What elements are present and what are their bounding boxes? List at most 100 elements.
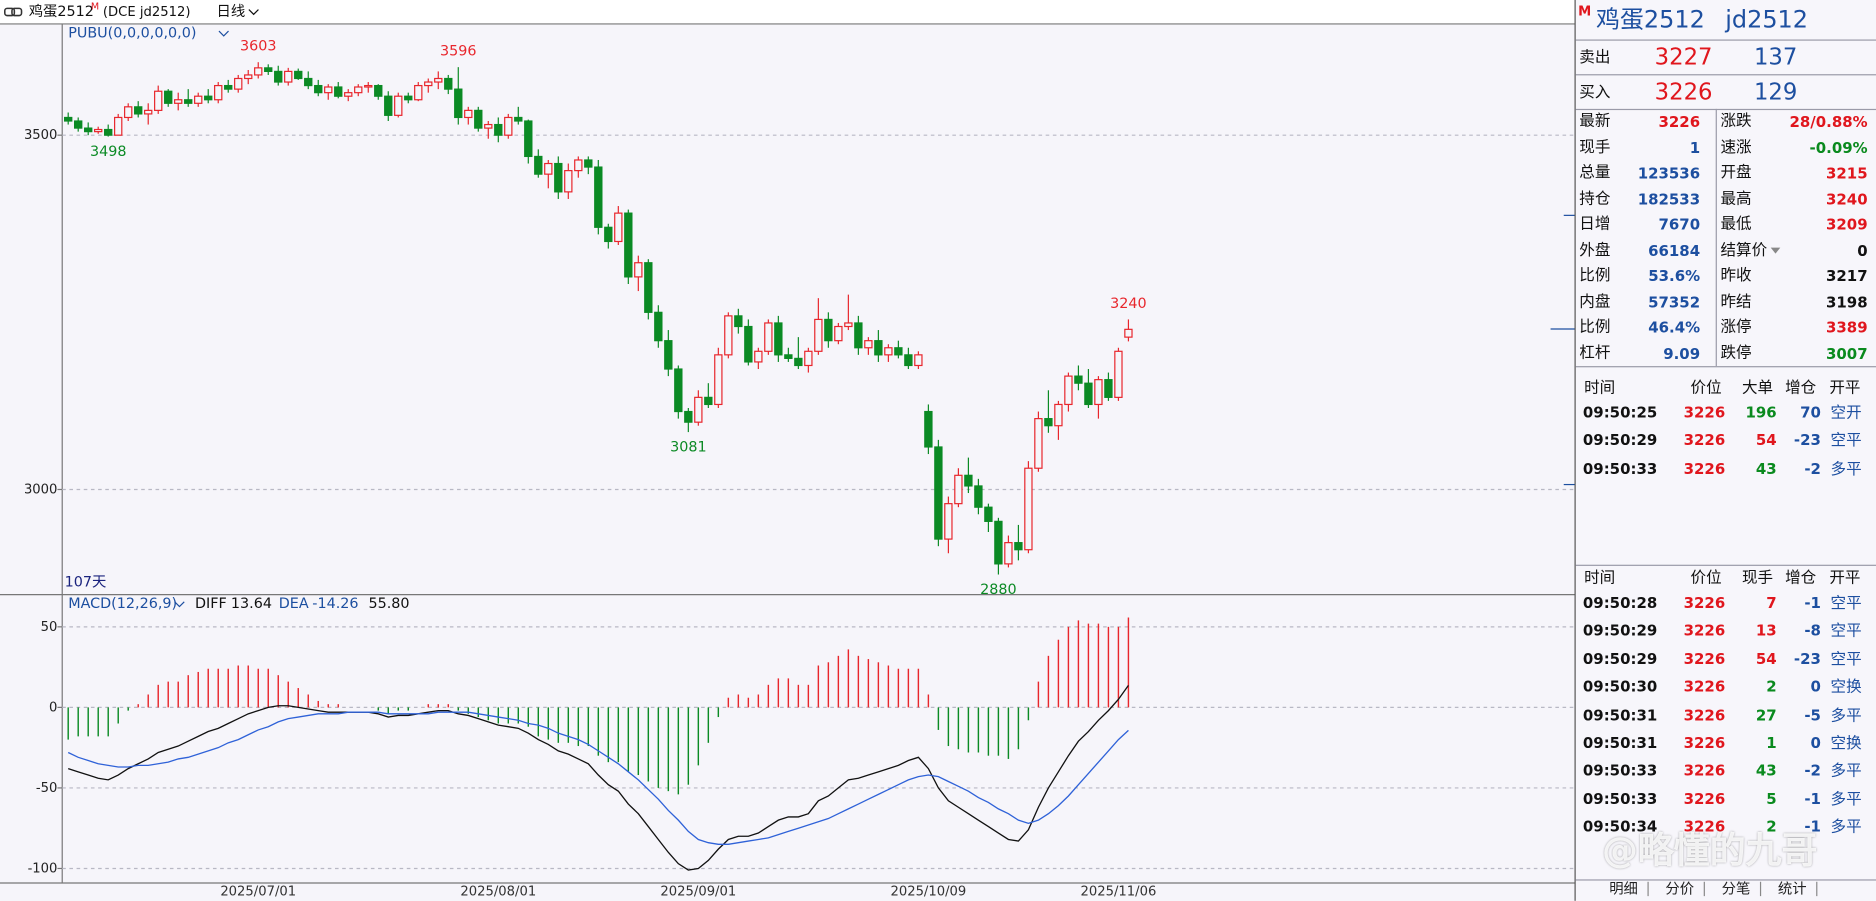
quote-label: 速涨: [1720, 138, 1752, 157]
macd-line: [67, 685, 1129, 871]
quote-label: 昨结: [1720, 292, 1752, 311]
trade-time: 09:50:30: [1582, 677, 1658, 696]
candle-body: [1064, 375, 1073, 406]
instrument-name: 鸡蛋2512: [1596, 4, 1705, 34]
macd-line: [67, 711, 1129, 845]
quote-label: 外盘: [1579, 241, 1611, 260]
candle-body: [874, 340, 883, 356]
quote-label: 总量: [1579, 163, 1611, 182]
quote-label: 最低: [1720, 215, 1752, 234]
candle-body: [104, 128, 113, 136]
candle-body: [924, 410, 933, 448]
candle-body: [404, 95, 413, 101]
flag: M: [91, 2, 99, 13]
candle-body: [84, 127, 93, 133]
tab[interactable]: 分价: [1656, 881, 1705, 897]
trade-type: 多平: [1830, 818, 1862, 837]
candle-body: [744, 325, 753, 363]
trade-time: 09:50:29: [1582, 621, 1658, 640]
candle-body: [974, 485, 983, 508]
candle-body: [554, 162, 563, 193]
candle-body: [334, 86, 343, 97]
candle-body: [854, 322, 863, 349]
candle-body: [614, 212, 623, 243]
tab[interactable]: 统计: [1768, 881, 1818, 897]
diff-label: DIFF: [195, 596, 227, 612]
candle-body: [894, 347, 903, 356]
tab[interactable]: 明细: [1600, 881, 1649, 897]
candle-body: [1044, 418, 1053, 427]
trade-oi: 0: [1810, 677, 1821, 696]
quote-value: 3226: [1658, 112, 1701, 131]
candle-body: [714, 354, 723, 406]
trade-type: 多平: [1830, 706, 1862, 725]
quote-label: 结算价: [1720, 242, 1780, 258]
book-label: 卖出: [1579, 49, 1611, 68]
column-header: 大单: [1742, 379, 1774, 398]
candle-body: [984, 506, 993, 522]
quote-value: 3240: [1825, 189, 1868, 208]
candle-body: [954, 474, 963, 505]
trade-price: 3226: [1683, 705, 1726, 724]
quote-value: 0: [1857, 241, 1868, 260]
candle-body: [724, 315, 733, 356]
candle-body: [824, 318, 833, 342]
book-volume: 137: [1753, 44, 1798, 71]
trade-volume: 43: [1755, 459, 1777, 478]
candle-body: [94, 128, 103, 133]
trade-volume: 54: [1755, 431, 1777, 450]
period[interactable]: 日线: [217, 3, 246, 20]
y-tick-label: 50: [41, 620, 58, 635]
diff-value: 13.64: [231, 596, 272, 612]
candle-body: [264, 67, 273, 73]
quote-value: 3217: [1825, 266, 1868, 285]
trade-price: 3226: [1683, 733, 1726, 752]
chevron[interactable]: [174, 601, 185, 608]
book-volume: 129: [1753, 78, 1798, 106]
tab[interactable]: 分笔: [1712, 881, 1762, 897]
column-header: 时间: [1584, 379, 1616, 398]
candle-body: [64, 116, 73, 122]
candle-body: [774, 322, 783, 356]
trade-oi: -23: [1793, 431, 1821, 450]
trade-price: 3226: [1683, 431, 1726, 450]
quote-label: 内盘: [1579, 292, 1611, 311]
trade-oi: -23: [1793, 649, 1821, 668]
column-header: 价位: [1690, 379, 1722, 398]
candle-body: [584, 159, 593, 168]
divider: [1575, 74, 1876, 76]
indicator-title[interactable]: PUBU(0,0,0,0,0,0): [68, 26, 196, 42]
candle-body: [184, 99, 193, 104]
x-tick-label: 2025/08/01: [460, 884, 536, 899]
x-tick-label: 2025/09/01: [660, 884, 736, 899]
quote-value: 7670: [1658, 215, 1701, 234]
candle-body: [1124, 328, 1133, 338]
candle-body: [1014, 542, 1023, 551]
candle-body: [754, 350, 763, 363]
dea-value: -14.26: [312, 596, 358, 612]
chevron[interactable]: [248, 9, 259, 16]
trade-type: 空平: [1830, 432, 1862, 451]
trade-oi: -5: [1804, 705, 1821, 724]
candle-body: [324, 86, 333, 94]
candle-body: [594, 166, 603, 228]
trade-price: 3226: [1683, 761, 1726, 780]
candle-body: [884, 347, 893, 356]
trade-price: 3226: [1683, 621, 1726, 640]
candle-body: [574, 159, 583, 172]
indicator-title[interactable]: MACD(12,26,9): [68, 596, 177, 612]
quote-label: 持仓: [1579, 189, 1611, 208]
trade-oi: -1: [1804, 817, 1821, 836]
candle-body: [114, 116, 123, 136]
quote-label: 跌停: [1720, 343, 1752, 362]
chevron[interactable]: [218, 30, 229, 37]
candle-body: [384, 95, 393, 116]
quote-value: 9.09: [1663, 343, 1701, 362]
trade-volume: 54: [1755, 649, 1777, 668]
x-tick-label: 2025/10/09: [890, 884, 966, 899]
quote-value: 57352: [1648, 292, 1701, 311]
quote-value: 3198: [1825, 292, 1868, 311]
trade-time: 09:50:31: [1582, 733, 1658, 752]
column-header: 增仓: [1785, 379, 1817, 398]
candle-body: [1074, 375, 1083, 384]
